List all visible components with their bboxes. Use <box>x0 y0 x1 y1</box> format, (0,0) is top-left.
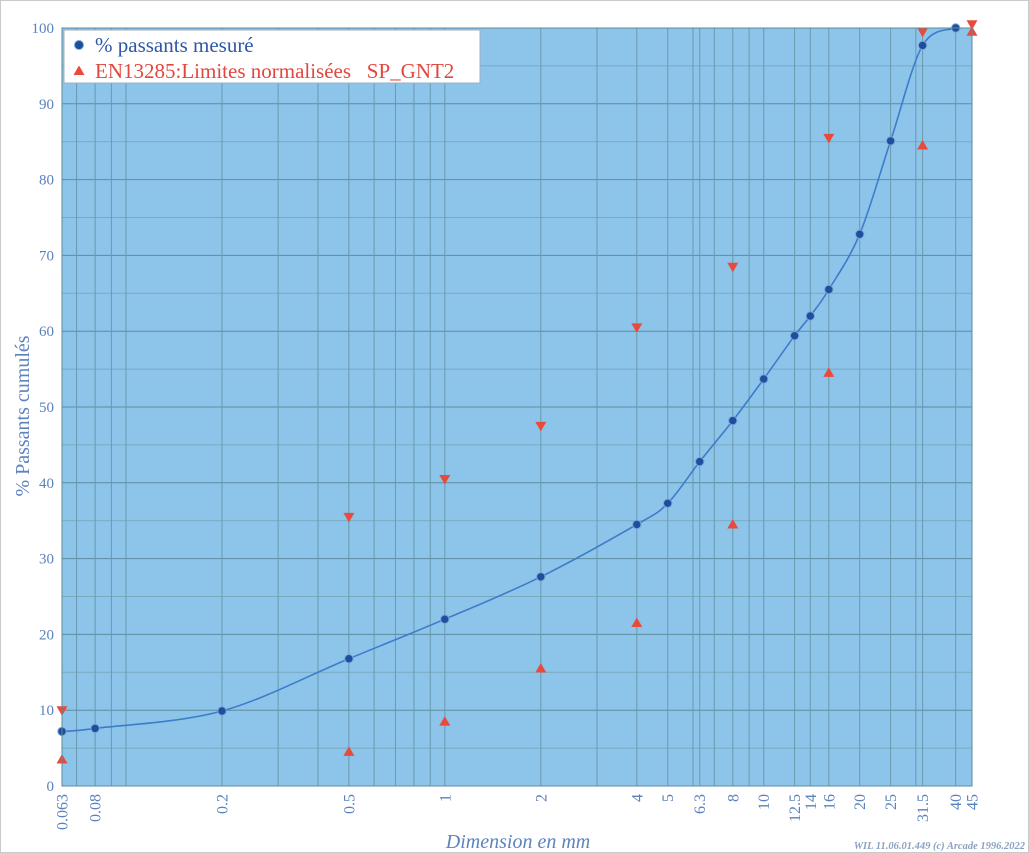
measured-point <box>344 654 354 664</box>
measured-point <box>789 331 800 341</box>
upper-limit-marker <box>343 512 355 523</box>
lower-limit-marker <box>535 663 547 673</box>
upper-limit-marker <box>966 20 978 30</box>
y-tick-label: 0 <box>47 779 55 795</box>
lower-limit-marker <box>727 519 739 529</box>
y-tick-label: 30 <box>39 552 54 568</box>
y-tick-label: 80 <box>39 173 54 189</box>
lower-limit-marker <box>917 140 929 150</box>
legend: % passants mesuré EN13285:Limites normal… <box>63 29 481 84</box>
plot-frame <box>61 27 973 787</box>
lower-limit-marker <box>343 746 355 756</box>
measured-point <box>805 311 815 321</box>
measured-point <box>663 498 673 508</box>
measured-point <box>728 415 738 426</box>
legend-label-limits: EN13285:Limites normalisées SP_GNT2 <box>95 59 454 83</box>
lower-limit-marker <box>823 367 835 377</box>
measured-point <box>695 456 705 467</box>
y-axis-ticks: 0 10 20 30 40 50 60 70 80 90 100 <box>32 21 55 795</box>
x-tick-label: 1 <box>437 794 454 802</box>
measured-point <box>440 614 450 624</box>
x-axis-ticks: 0.063 0.08 0.2 0.5 1 2 4 5 6.3 8 10 12.514 16 20 25 31.… <box>55 794 982 830</box>
x-tick-label: 6.3 <box>692 794 709 814</box>
measured-series <box>57 23 961 737</box>
y-tick-label: 50 <box>39 400 54 416</box>
x-tick-label: 2 <box>533 794 550 802</box>
y-axis-label: % Passants cumulés <box>12 335 34 496</box>
grid <box>62 28 972 786</box>
y-tick-label: 90 <box>39 97 54 113</box>
x-tick-label: 20 <box>852 794 869 810</box>
x-tick-label: 12.5 <box>787 794 804 822</box>
measured-point <box>536 572 546 582</box>
y-tick-label: 100 <box>32 21 55 37</box>
lower-limit-marker <box>439 716 451 726</box>
x-tick-label: 5 <box>660 794 677 802</box>
legend-label-measured: % passants mesuré <box>95 33 254 57</box>
x-tick-label: 40 <box>948 794 965 810</box>
footer-credit: WIL 11.06.01.449 (c) Arcade 1996.2022 <box>854 841 1026 852</box>
y-tick-label: 70 <box>39 248 54 264</box>
y-tick-label: 60 <box>39 324 54 340</box>
lower-limit-marker <box>631 617 643 627</box>
y-tick-label: 10 <box>39 703 54 719</box>
upper-limit-marker <box>439 475 451 485</box>
x-tick-label: 0.063 <box>55 794 72 830</box>
measured-point <box>824 284 834 295</box>
measured-point <box>759 374 769 384</box>
x-tick-label: 0.2 <box>215 794 232 814</box>
x-tick-label: 14 <box>803 794 820 810</box>
x-axis-label: Dimension en mm <box>445 831 590 853</box>
x-tick-label: 31.5 <box>915 794 932 822</box>
measured-point <box>217 706 227 716</box>
upper-limit-marker <box>917 27 929 38</box>
legend-box <box>63 29 481 84</box>
measured-point <box>632 519 642 530</box>
measured-point <box>917 40 928 51</box>
upper-limit-marker <box>727 262 739 273</box>
x-tick-label: 16 <box>821 794 838 810</box>
upper-limit-marker <box>631 323 643 333</box>
x-tick-label: 4 <box>629 794 646 802</box>
upper-limit-marker <box>823 133 835 144</box>
x-tick-label: 45 <box>965 794 982 810</box>
x-tick-label: 10 <box>756 794 773 810</box>
upper-limit-marker <box>535 421 547 432</box>
measured-point <box>885 136 896 146</box>
x-tick-label: 0.08 <box>88 794 105 822</box>
y-tick-label: 20 <box>39 627 54 643</box>
measured-point <box>90 723 100 734</box>
x-tick-label: 25 <box>883 794 900 810</box>
y-tick-label: 40 <box>39 476 54 492</box>
x-tick-label: 8 <box>725 794 742 802</box>
legend-triangle-marker <box>73 65 85 75</box>
measured-point <box>855 229 865 239</box>
legend-circle-marker <box>74 40 84 50</box>
x-tick-label: 0.5 <box>341 794 358 814</box>
